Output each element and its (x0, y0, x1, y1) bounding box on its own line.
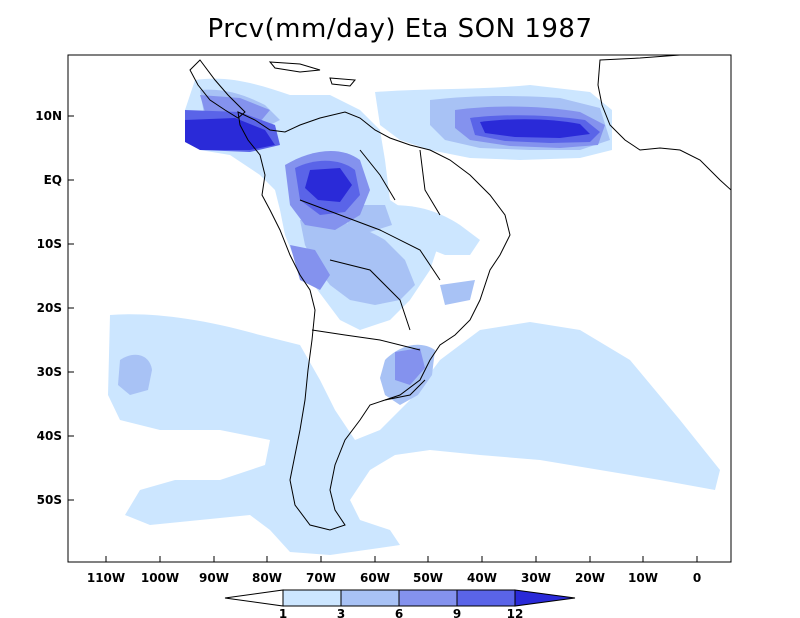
lon-label: 20W (575, 571, 605, 585)
colorbar-segment (282, 589, 342, 607)
lat-label: 10N (35, 109, 62, 123)
colorbar-segment-below (224, 589, 284, 607)
lat-label: 40S (37, 429, 62, 443)
precip-shading (108, 55, 731, 555)
longitude-axis: 110W 100W 90W 80W 70W 60W 50W 40W 30W 20… (87, 556, 701, 585)
lat-label: EQ (44, 173, 62, 187)
colorbar-label: 12 (507, 607, 524, 618)
colorbar-label: 6 (395, 607, 403, 618)
lon-label: 40W (467, 571, 497, 585)
colorbar-label: 3 (337, 607, 345, 618)
lon-label: 80W (252, 571, 282, 585)
lon-label: 60W (360, 571, 390, 585)
lat-label: 20S (37, 301, 62, 315)
lon-label: 0 (693, 571, 701, 585)
lon-label: 50W (413, 571, 443, 585)
lat-label: 30S (37, 365, 62, 379)
colorbar-label: 1 (279, 607, 287, 618)
precip-level-5 (185, 118, 590, 202)
lon-label: 90W (199, 571, 229, 585)
colorbar-segment (456, 589, 516, 607)
lon-label: 100W (141, 571, 179, 585)
lon-label: 110W (87, 571, 125, 585)
lat-label: 50S (37, 493, 62, 507)
lon-label: 30W (521, 571, 551, 585)
colorbar-segment (340, 589, 400, 607)
colorbar-segment (398, 589, 458, 607)
colorbar-segment-above (514, 589, 576, 607)
colorbar-label: 9 (453, 607, 461, 618)
lon-label: 70W (306, 571, 336, 585)
lon-label: 10W (628, 571, 658, 585)
latitude-axis: 10N EQ 10S 20S 30S 40S 50S (35, 109, 74, 507)
coastlines (189, 55, 731, 531)
map-title: Prcv(mm/day) Eta SON 1987 (207, 14, 593, 44)
lat-label: 10S (37, 237, 62, 251)
colorbar: 1 3 6 9 12 (224, 589, 576, 618)
